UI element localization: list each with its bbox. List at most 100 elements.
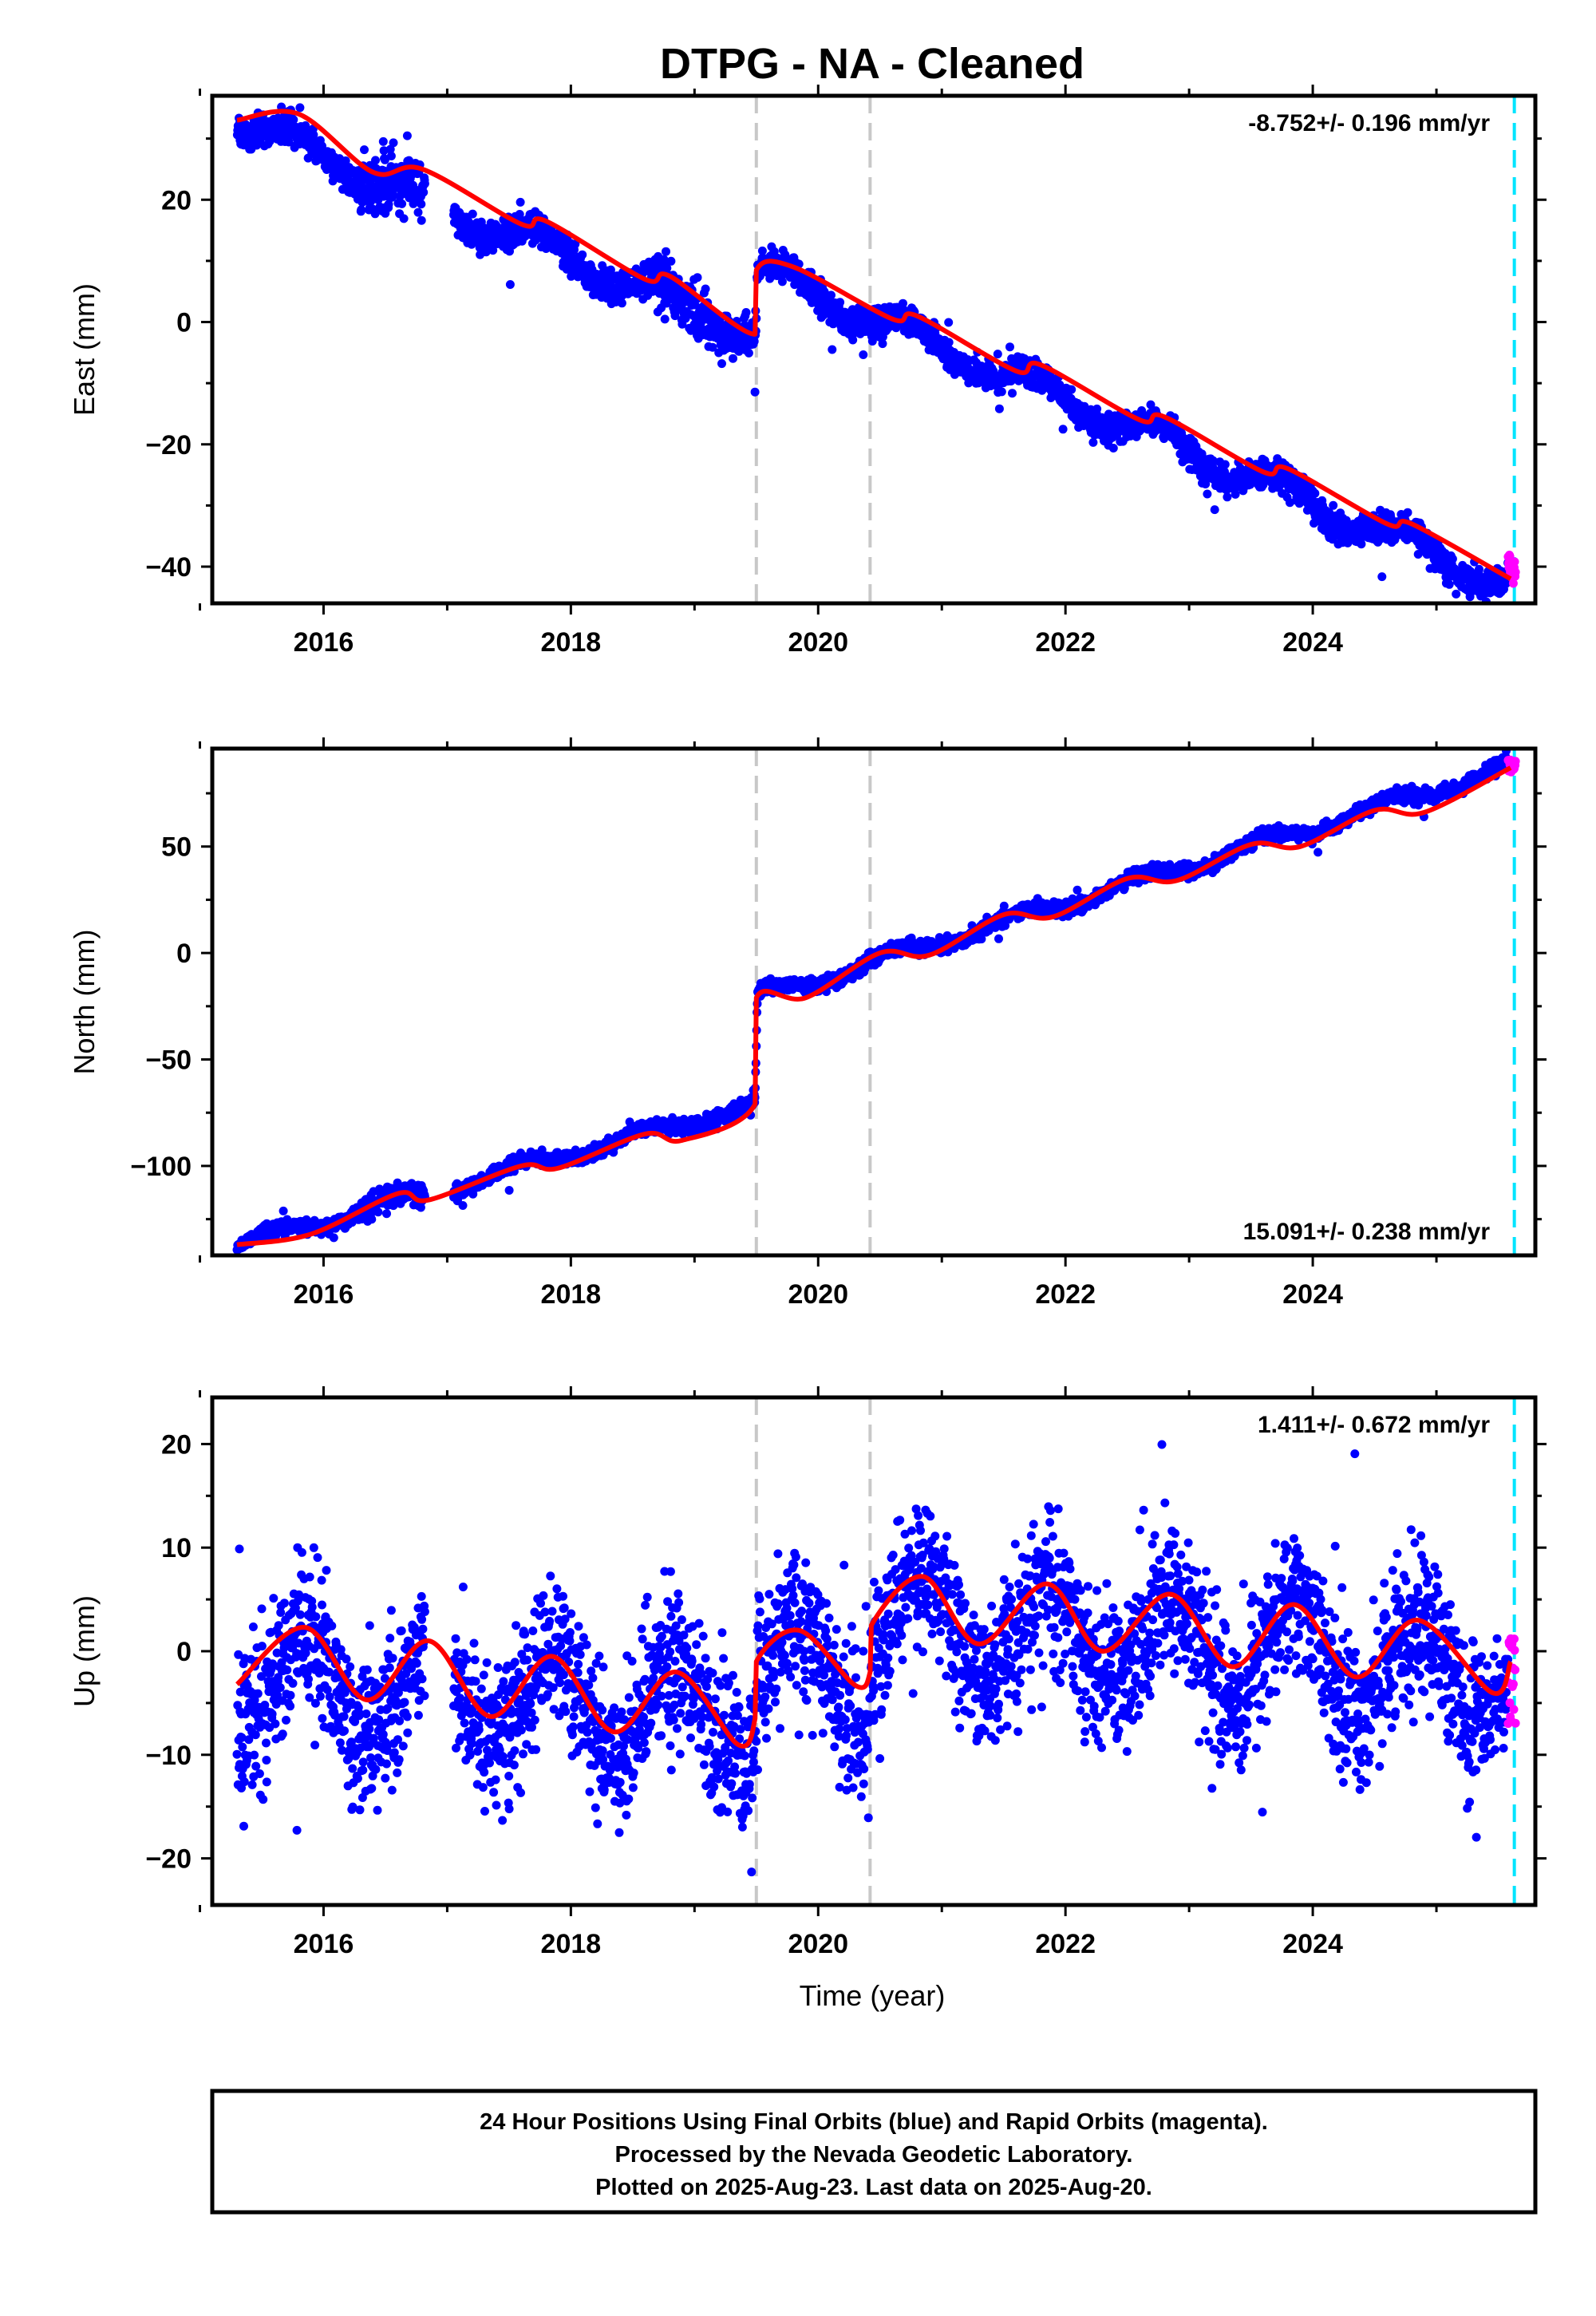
final-orbit-point (701, 284, 710, 294)
final-orbit-point (367, 1215, 377, 1224)
final-orbit-point (385, 144, 395, 154)
final-orbit-point (989, 366, 998, 376)
final-orbit-point (1067, 385, 1077, 394)
final-orbit-point (662, 263, 672, 273)
final-orbit-point (708, 342, 717, 352)
final-orbit-point (279, 1206, 288, 1215)
final-orbit-point (994, 404, 1004, 413)
final-orbit-point (341, 156, 350, 165)
x-tick-label: 2022 (1035, 627, 1096, 658)
velocity-label: -8.752+/- 0.196 mm/yr (1248, 110, 1490, 136)
final-orbit-point (458, 1201, 468, 1210)
final-orbit-point (1146, 400, 1156, 409)
final-orbit-point (417, 215, 426, 225)
final-orbit-point (1210, 505, 1219, 515)
final-orbit-point (1220, 460, 1230, 469)
final-orbit-point (1310, 488, 1320, 498)
rapid-orbit-point (1510, 557, 1519, 567)
y-tick-label: −20 (145, 430, 192, 460)
final-orbit-point (899, 298, 907, 308)
data-points-east (232, 102, 1520, 603)
final-orbit-point (848, 335, 858, 345)
y-tick-label: 20 (161, 185, 192, 215)
final-orbit-point (944, 338, 954, 347)
final-orbit-point (402, 131, 412, 140)
final-orbit-point (309, 130, 318, 140)
final-orbit-point (828, 345, 837, 354)
final-orbit-point (289, 115, 298, 124)
final-orbit-point (370, 209, 380, 219)
final-orbit-point (382, 1209, 391, 1219)
final-orbit-point (944, 318, 954, 327)
final-orbit-point (1466, 567, 1476, 576)
final-orbit-point (997, 387, 1006, 397)
final-orbit-point (360, 145, 369, 155)
final-orbit-point (693, 273, 702, 283)
final-orbit-point (1223, 492, 1232, 502)
final-orbit-point (867, 337, 877, 346)
final-orbit-point (504, 1186, 514, 1195)
final-orbit-point (1329, 500, 1338, 510)
x-tick-label: 2020 (788, 627, 848, 658)
final-orbit-point (717, 359, 726, 369)
final-orbit-point (1231, 489, 1240, 499)
final-orbit-point (399, 214, 409, 223)
final-orbit-point (357, 205, 366, 215)
x-tick-label: 2018 (541, 627, 602, 658)
final-orbit-point (371, 156, 380, 165)
final-orbit-point (378, 136, 388, 146)
final-orbit-point (859, 350, 868, 359)
final-orbit-point (1448, 554, 1457, 563)
x-tick-label: 2024 (1282, 627, 1343, 658)
x-tick-label: 2016 (294, 627, 354, 658)
final-orbit-point (1475, 564, 1483, 574)
final-orbit-point (741, 308, 751, 317)
final-orbit-point (1203, 489, 1212, 499)
final-orbit-point (1201, 480, 1211, 488)
final-orbit-point (505, 280, 515, 289)
final-orbit-point (1058, 425, 1068, 434)
final-orbit-point (1108, 444, 1118, 453)
final-orbit-point (777, 277, 787, 287)
final-orbit-point (417, 200, 426, 209)
final-orbit-point (744, 348, 753, 358)
final-orbit-point (318, 141, 326, 151)
final-orbit-point (1357, 539, 1366, 549)
final-orbit-point (386, 152, 396, 160)
rapid-orbit-point (1511, 567, 1520, 577)
final-orbit-point (1377, 572, 1387, 582)
final-orbit-point (1088, 437, 1098, 447)
final-orbit-point (697, 325, 707, 334)
model-fit-line (236, 109, 1512, 581)
final-orbit-point (827, 290, 836, 300)
final-orbit-point (516, 197, 525, 207)
final-orbit-point (295, 103, 305, 113)
final-orbit-point (729, 354, 737, 363)
final-orbit-point (780, 250, 790, 259)
final-orbit-point (659, 255, 669, 264)
final-orbit-point (660, 314, 670, 324)
final-orbit-point (1444, 579, 1454, 589)
final-orbit-point (373, 1207, 383, 1217)
rapid-orbit-point (1508, 579, 1518, 588)
chart-title: DTPG - NA - Cleaned (660, 40, 1084, 88)
final-orbit-point (1092, 404, 1102, 413)
final-orbit-point (420, 179, 429, 188)
data-points-north (232, 749, 1520, 1255)
final-orbit-point (329, 1233, 338, 1243)
final-orbit-point (389, 138, 398, 148)
final-orbit-point (836, 298, 845, 307)
final-orbit-point (419, 188, 429, 197)
final-orbit-point (578, 250, 587, 259)
y-axis-title: East (mm) (68, 283, 101, 416)
final-orbit-point (413, 207, 423, 217)
final-orbit-point (757, 246, 767, 255)
plot-frame (210, 93, 1538, 606)
final-orbit-point (993, 350, 1002, 359)
final-orbit-point (662, 247, 670, 256)
final-orbit-point (571, 239, 580, 249)
final-orbit-point (384, 200, 393, 209)
